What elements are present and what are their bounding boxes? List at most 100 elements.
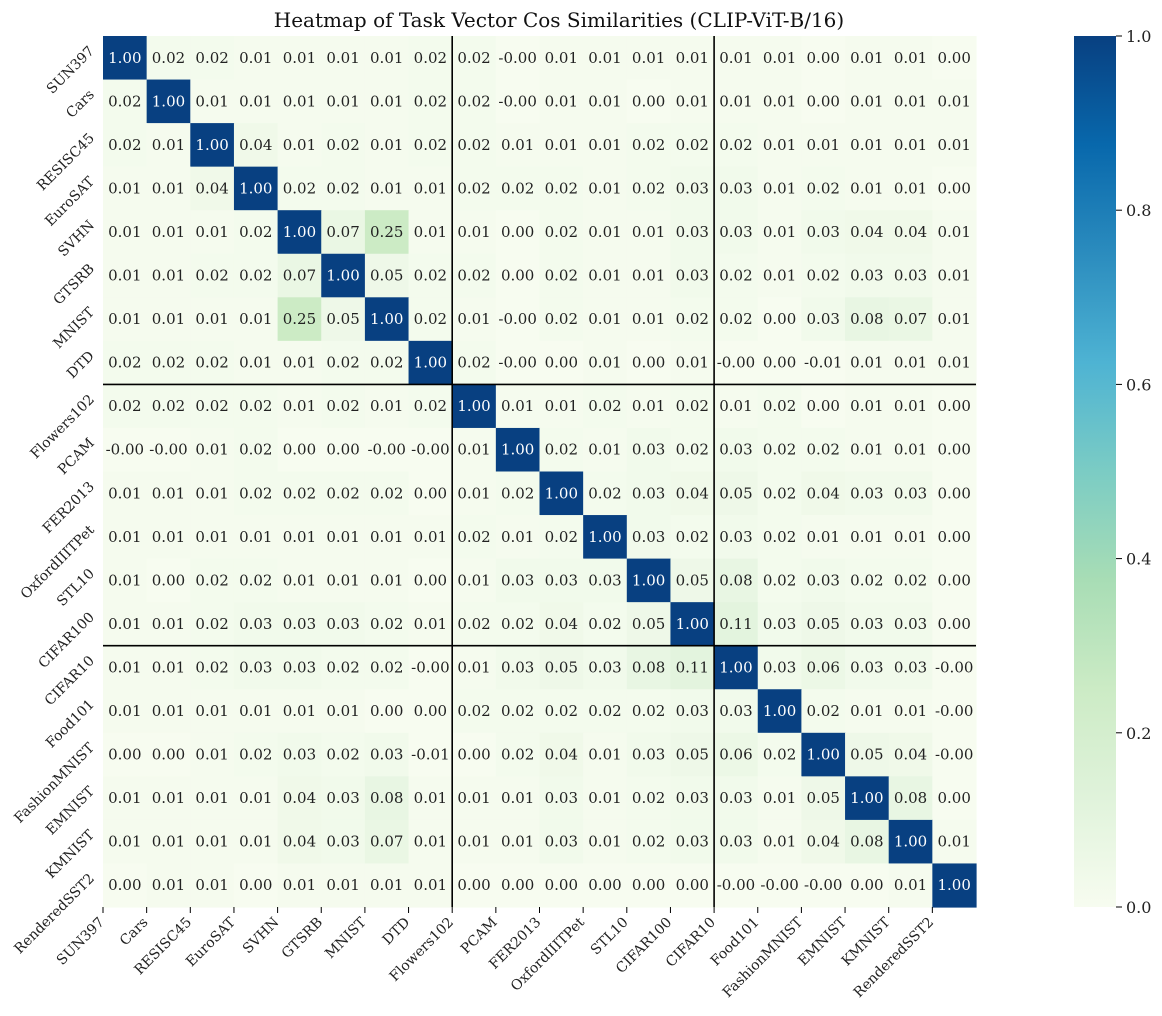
- heatmap-cell: [888, 732, 933, 777]
- cell-value-label: 0.06: [807, 658, 840, 676]
- cell-value-label: 0.02: [152, 354, 185, 372]
- cell-value-label: 0.02: [763, 484, 796, 502]
- heatmap-cell: [714, 689, 759, 734]
- heatmap-cell: [932, 558, 977, 603]
- cell-value-label: 0.01: [414, 223, 447, 241]
- heatmap-cell: [495, 819, 541, 865]
- cell-value-label: 0.01: [195, 441, 228, 459]
- heatmap-cell: [233, 471, 279, 516]
- heatmap-cell: [408, 558, 453, 603]
- heatmap-cell: [670, 79, 715, 124]
- cell-value-label: 0.01: [239, 49, 272, 67]
- cell-value-label: 0.01: [719, 49, 752, 67]
- cell-value-label: 0.03: [588, 658, 621, 676]
- heatmap-cell: [495, 123, 541, 168]
- heatmap-cell: [714, 123, 759, 168]
- cell-value-label: 0.03: [719, 223, 752, 241]
- cell-value-label: 0.01: [283, 702, 316, 720]
- heatmap-cell: [670, 732, 715, 777]
- heatmap-cell: [103, 253, 148, 298]
- heatmap-cells: 1.00 0.02 0.02 0.01 0.01 0.01 0.01 0.02 0.02 -0.0…: [103, 36, 977, 908]
- x-tick-label: SVHN: [240, 915, 283, 958]
- cell-value-label: 0.03: [676, 179, 709, 197]
- cell-value-label: 0.01: [195, 702, 228, 720]
- heatmap-cell: [539, 819, 584, 865]
- heatmap-cell: [452, 123, 497, 168]
- heatmap-cell: [583, 819, 628, 865]
- cell-value-label: 0.01: [894, 702, 927, 720]
- cell-value-label: 0.00: [937, 441, 970, 459]
- heatmap-cell: [364, 166, 410, 211]
- heatmap-cell: [452, 819, 497, 865]
- cell-value-label: 0.01: [588, 179, 621, 197]
- cell-value-label: 0.01: [763, 92, 796, 110]
- heatmap-cell: [233, 123, 279, 168]
- heatmap-cell: [670, 166, 715, 211]
- cell-value-label: 0.05: [719, 484, 752, 502]
- heatmap-cell: [364, 340, 410, 385]
- cell-value-label: 0.08: [632, 658, 665, 676]
- cell-value-label: 0.00: [937, 179, 970, 197]
- cell-value-label: 0.01: [850, 528, 883, 546]
- heatmap-cell: [670, 863, 715, 908]
- heatmap-cell: [714, 558, 759, 603]
- heatmap-cell: [801, 297, 846, 342]
- heatmap-cell: [103, 166, 148, 211]
- cell-value-label: 0.00: [937, 789, 970, 807]
- heatmap-cell: [888, 210, 933, 255]
- heatmap-cell: [932, 863, 977, 908]
- heatmap-cell: [146, 427, 191, 473]
- cell-value-label: 0.01: [195, 789, 228, 807]
- heatmap-cell: [190, 340, 235, 385]
- cell-value-label: 0.03: [850, 267, 883, 285]
- heatmap-cell: [626, 558, 672, 603]
- cell-value-label: 0.01: [152, 833, 185, 851]
- y-tick-label: MNIST: [50, 304, 98, 352]
- heatmap-cell: [408, 427, 453, 473]
- cell-value-label: 0.02: [501, 484, 534, 502]
- cell-value-label: 0.01: [588, 223, 621, 241]
- cell-value-label: 0.01: [457, 789, 490, 807]
- heatmap-cell: [932, 253, 977, 298]
- heatmap-cell: [626, 602, 672, 647]
- heatmap-cell: [146, 36, 191, 81]
- heatmap-cell: [452, 340, 497, 385]
- heatmap-cell: [146, 732, 191, 777]
- heatmap-cell: [277, 602, 322, 647]
- cell-value-label: 1.00: [676, 615, 709, 633]
- heatmap-cell: [583, 602, 628, 647]
- heatmap-cell: [146, 602, 191, 647]
- heatmap-cell: [495, 515, 541, 560]
- cell-value-label: 0.00: [501, 223, 534, 241]
- cell-value-label: 1.00: [108, 49, 141, 67]
- cell-value-label: 0.01: [632, 310, 665, 328]
- heatmap-cell: [714, 384, 759, 429]
- heatmap-cell: [233, 515, 279, 560]
- heatmap-cell: [845, 689, 890, 734]
- cell-value-label: -0.01: [804, 354, 842, 372]
- heatmap-cell: [932, 123, 977, 168]
- heatmap-cell: [670, 123, 715, 168]
- x-tick-label: GTSRB: [279, 915, 326, 962]
- heatmap-cell: [757, 253, 802, 298]
- cell-value-label: 0.02: [326, 746, 359, 764]
- cell-value-label: 1.00: [850, 789, 883, 807]
- heatmap-cell: [364, 471, 410, 516]
- cell-value-label: 1.00: [501, 441, 534, 459]
- cell-value-label: 0.01: [457, 484, 490, 502]
- cell-value-label: 0.01: [195, 310, 228, 328]
- heatmap-cell: [364, 36, 410, 81]
- heatmap-cell: [583, 384, 628, 429]
- cell-value-label: 0.08: [894, 789, 927, 807]
- heatmap-cell: [277, 776, 322, 821]
- cell-value-label: 1.00: [370, 310, 403, 328]
- x-tick-label: SUN397: [54, 915, 108, 969]
- heatmap-cell: [932, 732, 977, 777]
- cell-value-label: 0.01: [152, 223, 185, 241]
- cell-value-label: 0.02: [719, 267, 752, 285]
- heatmap-cell: [321, 210, 366, 255]
- heatmap-cell: [452, 776, 497, 821]
- heatmap-cell: [539, 123, 584, 168]
- cell-value-label: 0.01: [239, 702, 272, 720]
